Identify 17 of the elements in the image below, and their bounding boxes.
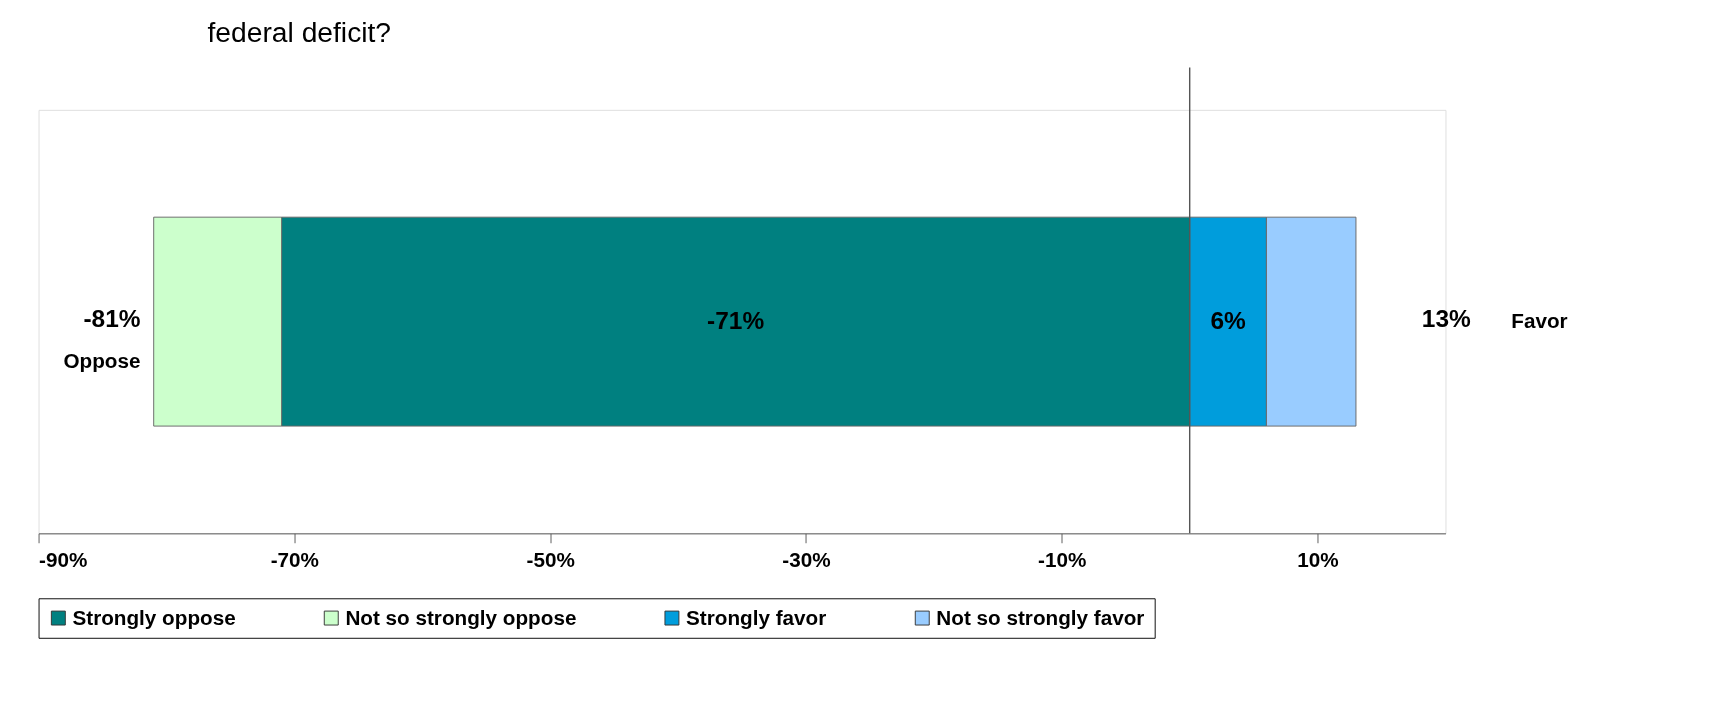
annotation: Oppose	[63, 348, 141, 372]
legend-label: Not so strongly oppose	[345, 605, 577, 629]
text: Favor	[1511, 309, 1568, 333]
legend-label: Not so strongly favor	[936, 605, 1145, 629]
x-tick-label: -30%	[782, 547, 831, 571]
x-tick-label: 10%	[1297, 547, 1339, 571]
legend-label: Strongly favor	[686, 605, 827, 629]
annotation: 13%	[1421, 305, 1472, 333]
annotation: -81%	[83, 305, 141, 333]
legend-label: Strongly oppose	[72, 605, 236, 629]
x-tick-label: -50%	[526, 547, 575, 571]
data-label: -71%	[707, 307, 765, 335]
x-tick-label: -70%	[270, 547, 320, 571]
data-label: 6%	[1210, 307, 1246, 335]
chart-title: federal deficit?	[207, 16, 392, 49]
x-tick-label: -90%	[39, 547, 88, 571]
x-tick-label: -10%	[1038, 547, 1087, 571]
